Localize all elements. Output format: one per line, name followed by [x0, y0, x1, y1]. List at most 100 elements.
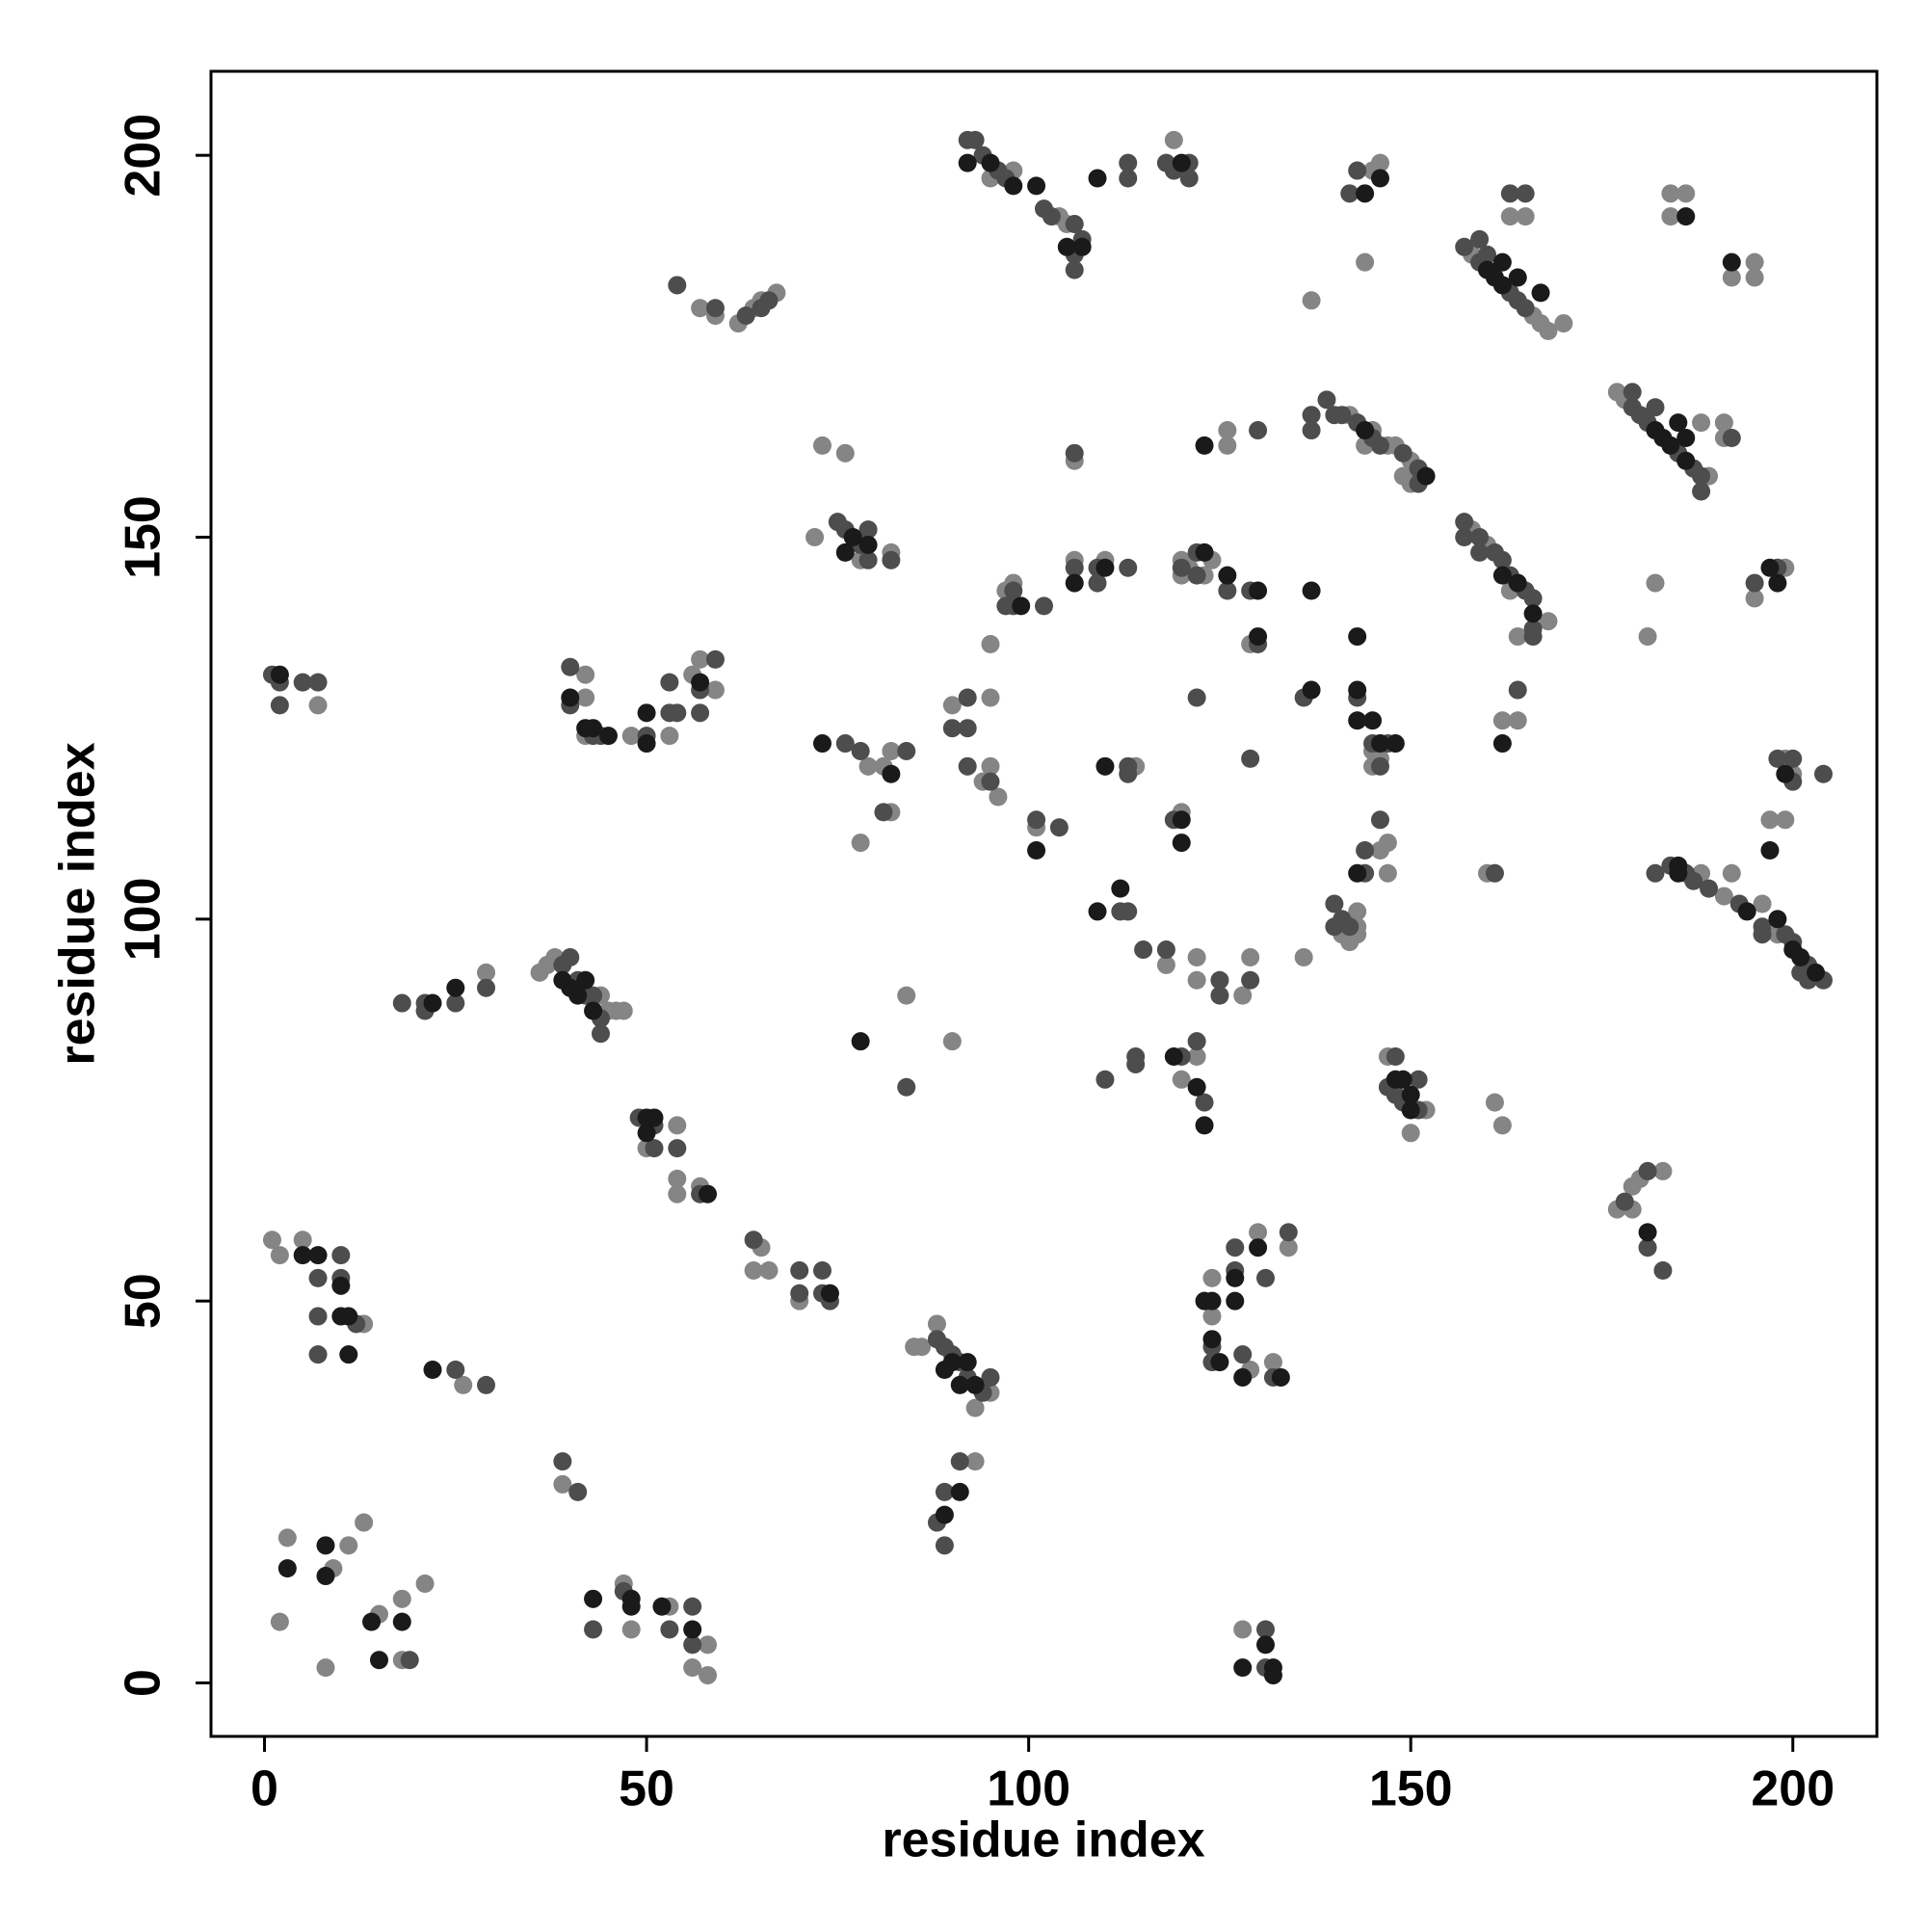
x-tick-label: 0 — [251, 1761, 278, 1817]
scatter-point — [1684, 871, 1703, 890]
scatter-point — [392, 1612, 411, 1631]
scatter-point — [316, 1536, 335, 1555]
scatter-point — [553, 1452, 572, 1471]
scatter-point — [1492, 550, 1512, 569]
scatter-point — [392, 993, 411, 1013]
scatter-point — [1470, 229, 1490, 249]
scatter-point — [400, 1651, 419, 1670]
scatter-point — [339, 1307, 358, 1326]
scatter-point — [851, 741, 870, 760]
scatter-point — [1455, 528, 1474, 547]
scatter-point — [935, 1505, 954, 1524]
scatter-point — [1279, 1238, 1298, 1257]
scatter-point — [561, 947, 580, 966]
scatter-point — [1195, 436, 1214, 455]
scatter-point — [1516, 207, 1535, 226]
scatter-point — [1210, 986, 1229, 1005]
scatter-point — [1218, 421, 1237, 440]
scatter-point — [1233, 1345, 1253, 1364]
scatter-point — [1791, 963, 1810, 982]
scatter-point — [1187, 566, 1206, 585]
scatter-point — [935, 1536, 954, 1555]
scatter-point — [1226, 1268, 1245, 1287]
scatter-point — [1554, 314, 1573, 333]
scatter-point — [584, 1620, 603, 1639]
scatter-point — [882, 764, 901, 783]
scatter-point — [965, 1398, 985, 1417]
scatter-point — [1638, 1223, 1657, 1242]
scatter-point — [1119, 902, 1138, 921]
scatter-point — [897, 1077, 916, 1097]
scatter-point — [1646, 863, 1665, 883]
scatter-point — [331, 1246, 351, 1265]
scatter-point — [812, 734, 832, 754]
scatter-point — [584, 986, 603, 1005]
scatter-point — [1241, 749, 1260, 768]
scatter-point — [1745, 589, 1764, 608]
scatter-point — [1249, 627, 1268, 647]
scatter-point — [1516, 299, 1535, 318]
scatter-point — [660, 1620, 679, 1639]
scatter-point — [1523, 627, 1543, 647]
scatter-point — [477, 963, 496, 982]
scatter-point — [981, 688, 1000, 707]
scatter-point — [927, 1314, 946, 1334]
scatter-point — [1500, 207, 1519, 226]
scatter-point — [1378, 834, 1397, 853]
scatter-point — [1363, 711, 1383, 730]
scatter-point — [1370, 756, 1389, 776]
scatter-point — [1807, 963, 1826, 982]
scatter-point — [1233, 1620, 1253, 1639]
scatter-point — [1401, 1124, 1420, 1143]
scatter-point — [1661, 207, 1680, 226]
scatter-point — [1378, 863, 1397, 883]
scatter-point — [1164, 130, 1183, 149]
scatter-point — [1218, 436, 1237, 455]
scatter-point — [1370, 153, 1389, 172]
scatter-point — [1042, 207, 1061, 226]
scatter-point — [446, 1361, 465, 1380]
scatter-point — [454, 1375, 473, 1394]
scatter-point — [1279, 1223, 1298, 1242]
scatter-point — [316, 1658, 335, 1678]
scatter-point — [1813, 764, 1833, 783]
scatter-point — [683, 1597, 702, 1616]
scatter-point — [1233, 1367, 1253, 1387]
scatter-point — [1409, 1070, 1428, 1089]
scatter-point — [1065, 215, 1084, 234]
scatter-point — [1119, 764, 1138, 783]
scatter-point — [1455, 513, 1474, 532]
scatter-point — [1492, 1116, 1512, 1135]
scatter-point — [1004, 581, 1023, 600]
scatter-point — [958, 719, 977, 738]
scatter-point — [1348, 902, 1367, 921]
scatter-point — [270, 665, 289, 684]
scatter-point — [591, 1024, 610, 1044]
scatter-point — [355, 1513, 374, 1532]
scatter-point — [637, 1124, 656, 1143]
scatter-point — [981, 153, 1000, 172]
scatter-point — [1202, 1307, 1222, 1326]
scatter-point — [805, 528, 825, 547]
scatter-point — [270, 1246, 289, 1265]
scatter-point — [1187, 1032, 1206, 1051]
scatter-point — [1638, 627, 1657, 647]
scatter-point — [1302, 680, 1321, 700]
scatter-point — [1348, 863, 1367, 883]
scatter-point — [576, 970, 595, 990]
x-tick-label: 150 — [1369, 1761, 1453, 1817]
scatter-point — [1187, 1077, 1206, 1097]
scatter-point — [858, 756, 878, 776]
scatter-point — [293, 1246, 312, 1265]
scatter-point — [1776, 764, 1795, 783]
scatter-point — [660, 673, 679, 692]
scatter-point — [683, 1658, 702, 1678]
scatter-point — [1348, 627, 1367, 647]
scatter-point — [989, 787, 1008, 807]
plot-frame — [209, 69, 1879, 1738]
scatter-point — [935, 1361, 954, 1380]
scatter-point — [981, 772, 1000, 791]
scatter-point — [1256, 1635, 1276, 1654]
scatter-point — [1172, 834, 1191, 853]
scatter-point — [1760, 841, 1780, 860]
